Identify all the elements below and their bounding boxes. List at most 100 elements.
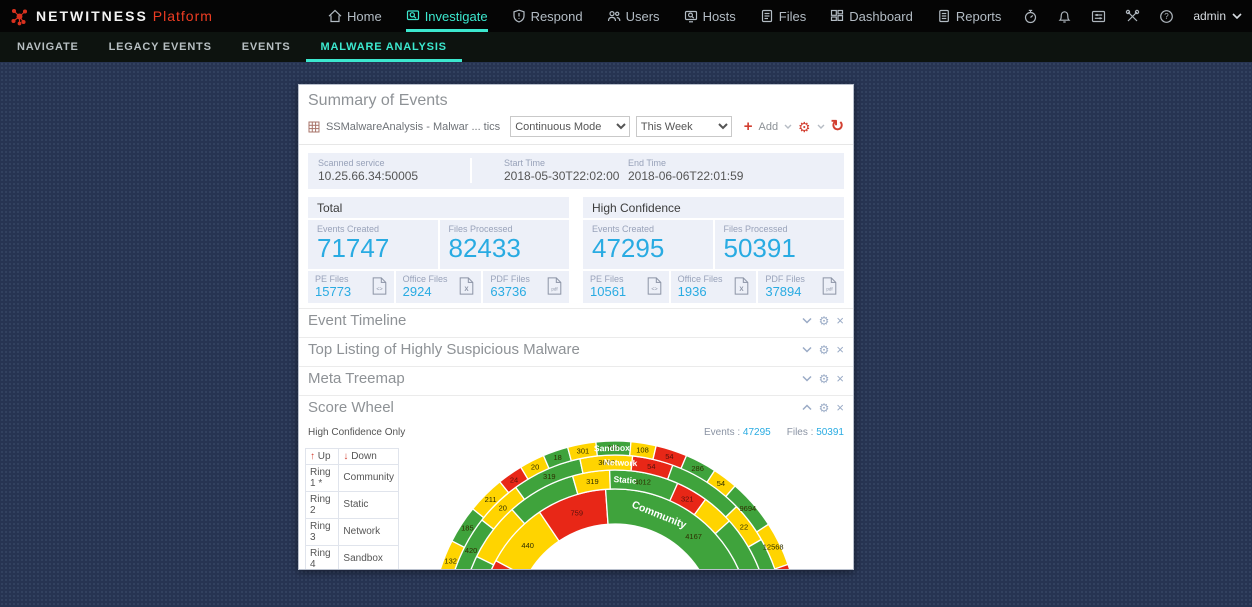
svg-text:?: ? [1165,12,1170,21]
report-grid-icon [308,121,320,132]
notifications-bell-icon[interactable] [1057,9,1072,24]
username: admin [1193,9,1226,23]
svg-text:X: X [465,286,470,293]
section-meta-treemap[interactable]: Meta Treemap ⚙ × [299,365,853,391]
section-close-icon[interactable]: × [836,371,844,387]
segment-value: 54 [647,462,655,471]
segment-value: 20 [499,503,507,512]
segment-value: 319 [543,472,556,481]
nav-item-reports[interactable]: Reports [937,0,1002,32]
section-close-icon[interactable]: × [836,313,844,329]
ring-controls: ↑ Up ↓ Down Ring 1 * Community Ring 2 Stat… [304,447,399,569]
nav-item-respond[interactable]: Respond [512,0,583,32]
nav-item-users[interactable]: Users [607,0,660,32]
expand-chevron-icon[interactable] [802,317,812,324]
section-score-wheel[interactable]: Score Wheel ⚙ × [299,394,853,420]
section-gear-icon[interactable]: ⚙ [818,371,830,386]
hc-files: Files Processed 50391 [723,224,796,263]
respond-shield-icon [512,9,525,23]
score-wheel-body: ↑ Up ↓ Down Ring 1 * Community Ring 2 Stat… [299,440,853,570]
tab-malware-analysis[interactable]: MALWARE ANALYSIS [305,32,462,62]
hc-events: Events Created 47295 [583,220,715,269]
events-files-counts: Events : 47295 Files : 50391 [704,426,844,438]
ring-row-3[interactable]: Ring 3 Network [304,517,399,546]
section-gear-icon[interactable]: ⚙ [818,342,830,357]
segment-value: 4012 [634,478,651,487]
svg-text:<>: <> [651,287,657,293]
total-card: Total Events Created 71747 Files Process… [308,197,569,303]
ring-up-button[interactable]: ↑ Up [304,447,340,465]
tab-events[interactable]: EVENTS [241,41,291,53]
ring-row-1[interactable]: Ring 1 * Community [304,463,399,492]
segment-value: 759 [570,508,583,517]
help-icon[interactable]: ? [1159,9,1174,24]
nav-label: Reports [955,8,1002,24]
preferences-icon[interactable] [1091,9,1106,24]
section-gear-icon[interactable]: ⚙ [818,400,830,415]
add-icon[interactable]: + [743,118,753,135]
segment-value: 319 [586,477,599,486]
nav-label: Dashboard [849,8,913,24]
nav-item-hosts[interactable]: Hosts [684,0,736,32]
report-name[interactable]: SSMalwareAnalysis - Malwar ... tics [325,120,501,133]
settings-chevron-icon[interactable] [817,124,825,129]
ring-label: Sandbox [594,443,630,454]
ring-label: Network [604,457,638,468]
nav-item-files[interactable]: Files [760,0,806,32]
time-range-select[interactable]: This Week [635,116,732,137]
pe-file-icon: <> [372,277,386,295]
score-wheel-subheader: High Confidence Only Events : 47295 File… [299,420,853,440]
nav-item-investigate[interactable]: Investigate [405,0,488,32]
section-gear-icon[interactable]: ⚙ [818,313,830,328]
high-confidence-card-title: High Confidence [583,197,844,220]
summary-of-events-panel: Summary of Events SSMalwareAnalysis - Ma… [298,84,854,570]
scanned-service-label: Scanned service [318,158,385,168]
mode-select[interactable]: Continuous Mode [510,116,630,137]
section-event-timeline[interactable]: Event Timeline ⚙ × [299,307,853,333]
segment-value: 185 [461,524,474,533]
start-time: Start Time 2018-05-30T22:02:00 [504,158,628,183]
segment-value: 301 [577,446,590,455]
nav-item-home[interactable]: Home [328,0,382,32]
score-wheel-sunburst[interactable]: 46363994407594167Community29893194012321… [299,440,853,570]
nav-label: Users [625,8,660,24]
start-time-value: 2018-05-30T22:02:00 [504,169,620,183]
ring-label: Static [613,474,637,486]
start-time-label: Start Time [504,158,546,168]
hc-pdf-files: PDF Files 37894 pdf [756,270,844,303]
reports-icon [939,9,949,23]
timer-icon[interactable] [1023,9,1038,24]
wheel-segment[interactable] [773,563,795,570]
tab-navigate[interactable]: NAVIGATE [17,41,79,53]
expand-chevron-icon[interactable] [802,375,812,382]
ring-down-button[interactable]: ↓ Down [338,447,399,465]
section-top-listing[interactable]: Top Listing of Highly Suspicious Malware… [299,336,853,362]
segment-value: 132 [444,556,457,565]
segment-value: 20 [531,463,539,472]
pdf-file-icon: pdf [822,277,837,295]
segment-value: 54 [717,479,725,488]
ring-row-2[interactable]: Ring 2 Static [304,490,399,519]
section-title: Meta Treemap [308,370,405,388]
end-time-value: 2018-06-06T22:01:59 [628,169,744,183]
panel-settings-gear-icon[interactable]: ⚙ [798,118,811,135]
total-pdf-files: PDF Files 63736 pdf [481,270,569,303]
refresh-icon[interactable]: ↻ [830,117,844,135]
ring-row-4[interactable]: Ring 4 Sandbox [304,544,399,569]
segment-value: 286 [691,464,704,473]
add-chevron-icon[interactable] [784,124,792,129]
workspace: Summary of Events SSMalwareAnalysis - Ma… [0,62,1252,607]
user-menu[interactable]: admin [1193,9,1242,23]
tools-icon[interactable] [1125,9,1140,24]
segment-value: 440 [521,541,534,550]
collapse-chevron-icon[interactable] [802,404,812,411]
tab-legacy-events[interactable]: LEGACY EVENTS [108,41,212,53]
add-button[interactable]: Add [758,120,779,133]
section-title: Top Listing of Highly Suspicious Malware [308,341,580,359]
expand-chevron-icon[interactable] [802,346,812,353]
section-close-icon[interactable]: × [836,400,844,416]
high-confidence-card: High Confidence Events Created 47295 Fil… [583,197,844,303]
section-close-icon[interactable]: × [836,342,844,358]
nav-item-dashboard[interactable]: Dashboard [830,0,913,32]
office-file-icon: X [735,277,749,295]
